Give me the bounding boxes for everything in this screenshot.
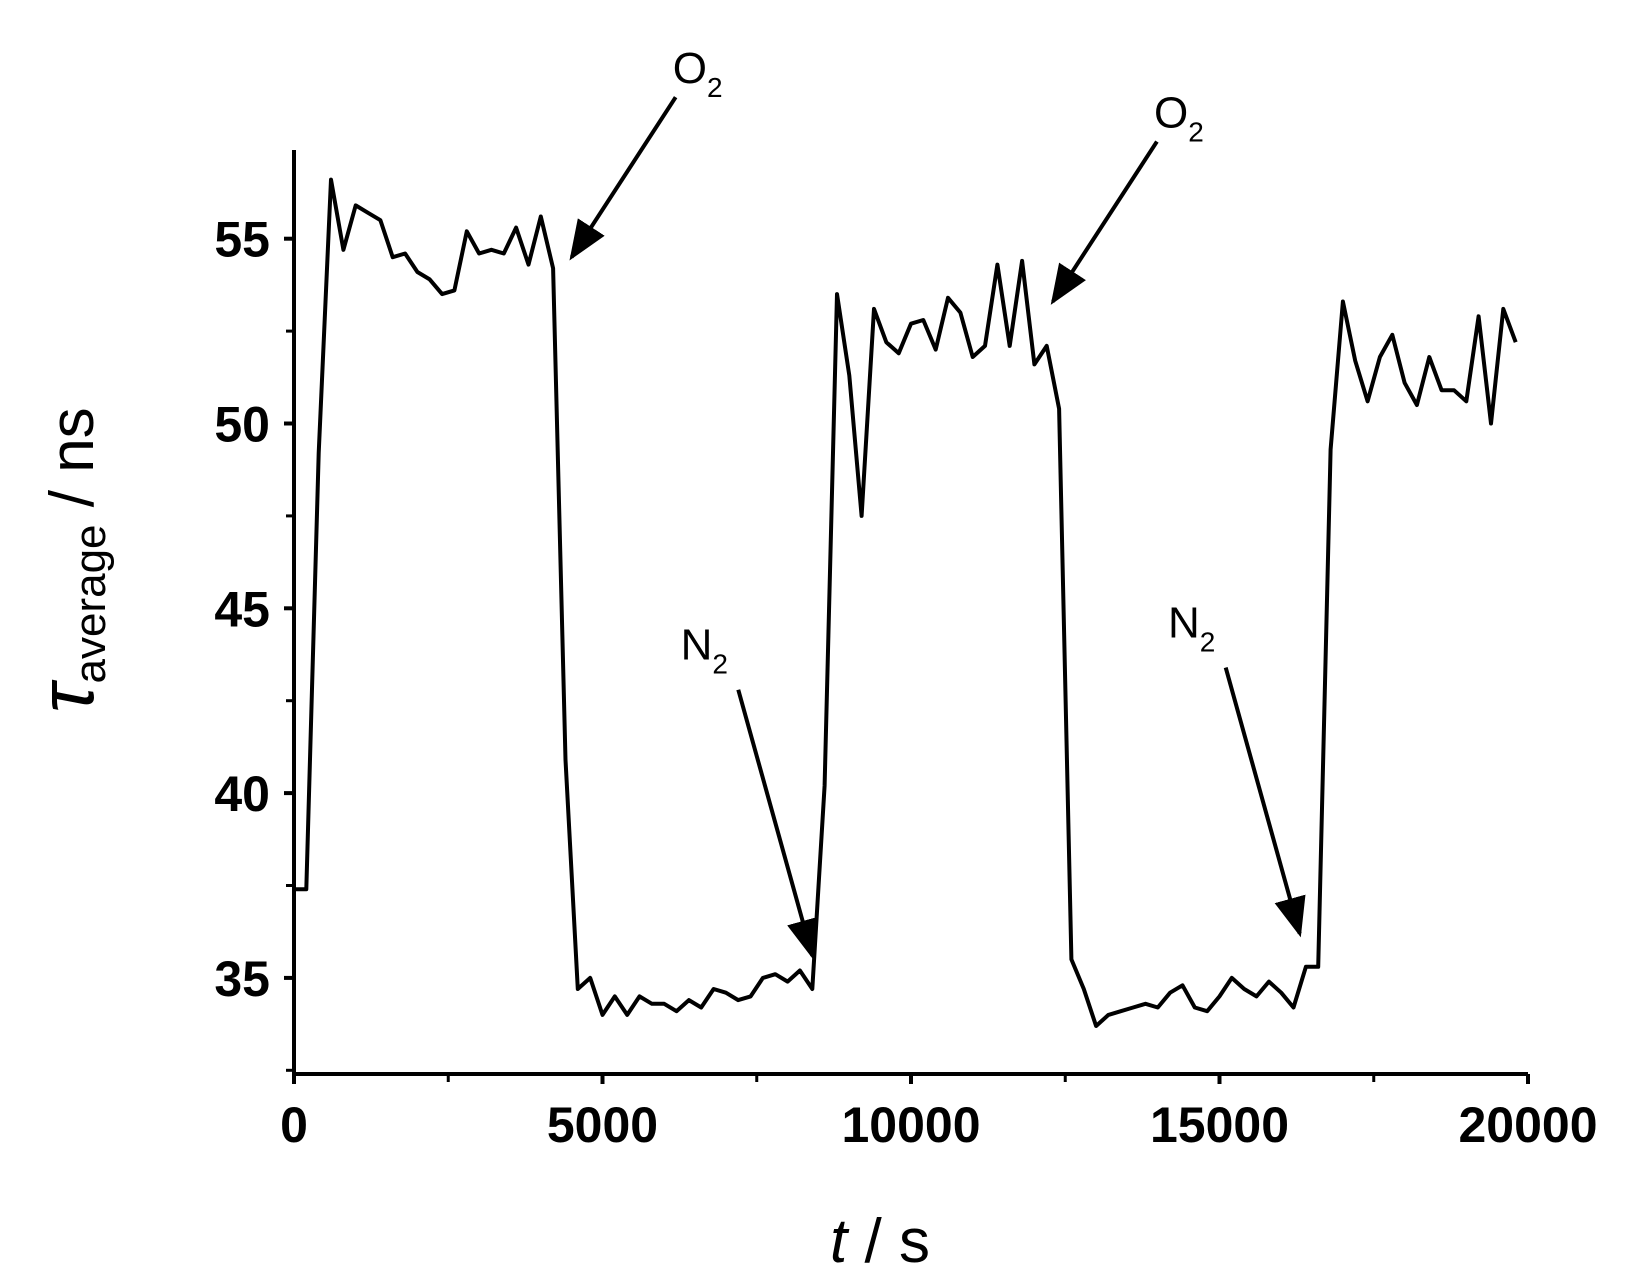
annotation-label: N2	[681, 621, 728, 680]
annotation-base: O	[673, 44, 707, 93]
axes	[292, 150, 1528, 1076]
x-axis-unit: / s	[847, 1207, 930, 1276]
data-series-line	[294, 177, 1518, 1028]
x-tick-label: 0	[280, 1097, 308, 1153]
y-axis-variable-subscript: average	[66, 524, 115, 683]
annotation-label: O2	[673, 44, 723, 103]
annotation-arrow	[569, 96, 678, 261]
annotation-subscript: 2	[1200, 627, 1216, 658]
annotation-subscript: 2	[712, 649, 728, 680]
x-tick-label: 10000	[841, 1097, 980, 1153]
tick-labels: 35 40 45 50 55 0 5000 10000 15000 20000	[214, 212, 1597, 1153]
annotation-arrow	[1223, 667, 1306, 938]
y-axis-title: τaverage / ns	[22, 407, 115, 712]
y-tick-label: 40	[214, 766, 270, 822]
y-tick-label: 50	[214, 397, 270, 453]
annotation-subscript: 2	[707, 72, 723, 103]
tick-marks	[284, 236, 1530, 1084]
y-tick-label: 55	[214, 212, 270, 268]
annotation-arrow	[736, 689, 819, 960]
x-axis-variable: t	[830, 1207, 850, 1276]
x-tick-label: 5000	[547, 1097, 658, 1153]
x-tick-label: 20000	[1458, 1097, 1597, 1153]
annotation-subscript: 2	[1188, 117, 1204, 148]
annotation-label: N2	[1168, 599, 1215, 658]
y-axis-variable: τ	[22, 679, 110, 713]
y-tick-label: 45	[214, 581, 270, 637]
annotation-base: O	[1154, 89, 1188, 138]
annotation-arrow	[1050, 140, 1159, 305]
x-tick-label: 15000	[1150, 1097, 1289, 1153]
x-axis-title: t / s	[830, 1207, 930, 1276]
annotation-base: N	[1168, 599, 1200, 648]
y-axis-unit: / ns	[38, 407, 107, 524]
annotation-base: N	[681, 621, 713, 670]
y-tick-label: 35	[214, 951, 270, 1007]
annotation-label: O2	[1154, 89, 1204, 148]
